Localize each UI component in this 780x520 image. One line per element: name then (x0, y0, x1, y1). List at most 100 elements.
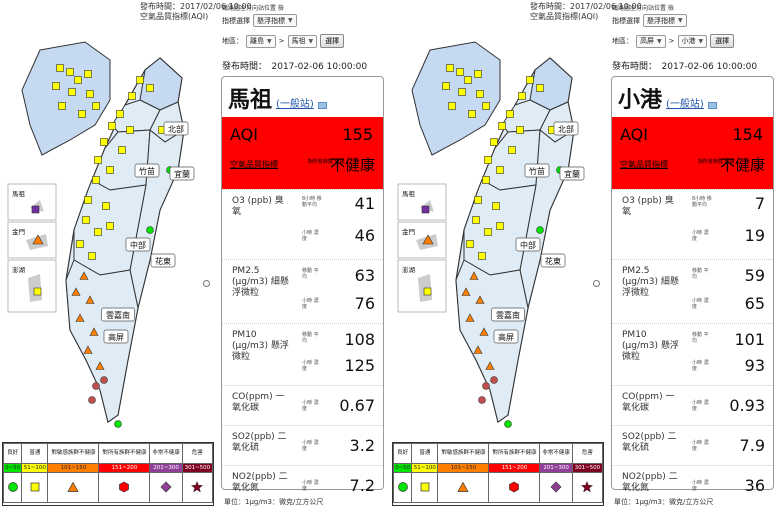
region-label[interactable]: 中部 (130, 240, 146, 250)
station-marker[interactable] (136, 76, 144, 84)
station-marker[interactable] (474, 70, 482, 78)
station-marker[interactable] (469, 271, 479, 280)
index-select[interactable]: 懸浮指標 ▼ (253, 14, 297, 27)
station-markers[interactable] (52, 64, 174, 428)
station-marker[interactable] (476, 90, 484, 98)
station-marker[interactable] (475, 295, 485, 304)
station-marker[interactable] (506, 110, 514, 118)
station-marker[interactable] (66, 68, 74, 76)
station-marker[interactable] (490, 138, 498, 146)
station-markers[interactable] (442, 64, 564, 428)
station-type-link[interactable]: (一般站) (666, 99, 704, 110)
region-label-box[interactable] (524, 163, 550, 178)
photo-icon[interactable] (317, 102, 327, 109)
region-label-box[interactable] (540, 253, 566, 268)
station-marker[interactable] (446, 64, 454, 72)
site-select[interactable]: 馬祖 ▼ (287, 34, 318, 48)
station-marker[interactable] (102, 202, 110, 210)
select-button[interactable]: 選擇 (320, 34, 345, 48)
station-marker[interactable] (100, 138, 108, 146)
region-label[interactable]: 北部 (558, 124, 574, 134)
region-label-box[interactable] (150, 253, 176, 268)
station-marker[interactable] (84, 196, 92, 204)
matsu-station-marker[interactable] (31, 205, 40, 214)
kinmen-station-marker[interactable] (422, 234, 434, 245)
region-label[interactable]: 雲嘉南 (106, 310, 130, 320)
station-marker[interactable] (128, 92, 136, 100)
station-marker[interactable] (52, 82, 60, 90)
station-marker[interactable] (106, 166, 114, 174)
station-marker[interactable] (490, 376, 498, 384)
site-select[interactable]: 小港 ▼ (677, 34, 708, 48)
station-marker[interactable] (504, 420, 512, 428)
station-type-link[interactable]: (一般站) (276, 99, 314, 110)
station-marker[interactable] (474, 196, 482, 204)
station-marker[interactable] (106, 222, 114, 230)
station-marker[interactable] (461, 287, 471, 296)
area-select[interactable]: 離島 ▼ (246, 34, 276, 48)
region-label[interactable]: 竹苗 (139, 166, 155, 176)
station-marker[interactable] (496, 222, 504, 230)
region-label-box[interactable] (101, 307, 135, 322)
region-label[interactable]: 花東 (545, 256, 561, 266)
station-marker[interactable] (526, 76, 534, 84)
area-select[interactable]: 高屏 ▼ (636, 34, 666, 48)
region-label[interactable]: 竹苗 (529, 166, 545, 176)
station-marker[interactable] (118, 146, 126, 154)
station-marker[interactable] (472, 216, 480, 224)
station-marker[interactable] (479, 327, 489, 336)
station-marker[interactable] (78, 110, 86, 118)
region-label-box[interactable] (553, 121, 579, 136)
index-select[interactable]: 懸浮指標 ▼ (643, 14, 687, 27)
select-button[interactable]: 選擇 (710, 34, 735, 48)
station-marker[interactable] (482, 176, 490, 184)
station-marker[interactable] (482, 102, 490, 110)
penghu-station-marker[interactable] (423, 287, 432, 296)
kinmen-station-marker[interactable] (32, 234, 44, 245)
matsu-station-marker[interactable] (421, 205, 430, 214)
station-marker[interactable] (465, 313, 475, 322)
station-marker[interactable] (516, 126, 524, 134)
station-marker[interactable] (74, 76, 82, 84)
aqi-sub-link[interactable]: 空氣品質指標 (230, 160, 278, 169)
station-marker[interactable] (89, 327, 99, 336)
station-marker[interactable] (94, 228, 102, 236)
station-marker[interactable] (116, 110, 124, 118)
station-marker[interactable] (464, 76, 472, 84)
station-marker[interactable] (473, 345, 483, 354)
station-marker[interactable] (448, 102, 456, 110)
region-label-box[interactable] (493, 329, 519, 344)
station-marker[interactable] (146, 226, 154, 234)
station-marker[interactable] (484, 228, 492, 236)
station-marker[interactable] (458, 88, 466, 96)
station-marker[interactable] (146, 84, 154, 92)
aqi-sub-link[interactable]: 空氣品質指標 (620, 160, 668, 169)
region-label-box[interactable] (515, 237, 541, 252)
station-marker[interactable] (498, 122, 506, 130)
station-marker[interactable] (58, 102, 66, 110)
station-marker[interactable] (508, 146, 516, 154)
station-marker[interactable] (484, 156, 492, 164)
penghu-station-marker[interactable] (33, 287, 42, 296)
station-marker[interactable] (114, 420, 122, 428)
region-label[interactable]: 北部 (168, 124, 184, 134)
region-label-box[interactable] (491, 307, 525, 322)
region-label[interactable]: 高屏 (108, 332, 124, 342)
region-label-box[interactable] (125, 237, 151, 252)
station-marker[interactable] (482, 382, 490, 390)
station-marker[interactable] (82, 216, 90, 224)
photo-icon[interactable] (707, 102, 717, 109)
station-marker[interactable] (88, 396, 96, 404)
region-label[interactable]: 雲嘉南 (496, 310, 520, 320)
inset-matsu[interactable] (7, 183, 57, 221)
station-marker[interactable] (100, 376, 108, 384)
pm25-radio[interactable] (593, 280, 600, 287)
station-marker[interactable] (92, 176, 100, 184)
region-label-box[interactable] (169, 166, 195, 181)
station-marker[interactable] (518, 92, 526, 100)
station-marker[interactable] (536, 226, 544, 234)
station-marker[interactable] (83, 345, 93, 354)
station-marker[interactable] (71, 287, 81, 296)
